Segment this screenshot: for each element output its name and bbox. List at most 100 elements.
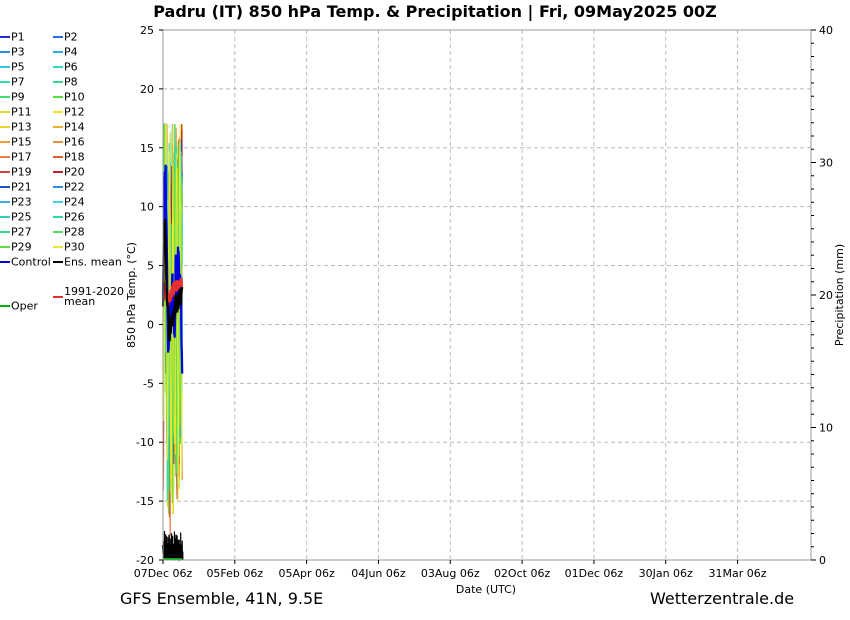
legend-item: P22 bbox=[53, 180, 85, 194]
legend-swatch bbox=[53, 231, 63, 233]
legend-label: Oper bbox=[11, 299, 38, 313]
legend-label: Ens. mean bbox=[64, 255, 122, 269]
legend-item: Ens. mean bbox=[53, 255, 122, 269]
legend-item: P25 bbox=[0, 210, 32, 224]
y2-tick-label: 30 bbox=[819, 157, 833, 170]
legend-label: P29 bbox=[11, 240, 32, 254]
legend-item: P8 bbox=[53, 75, 78, 89]
legend-swatch bbox=[0, 231, 10, 233]
legend-item: P6 bbox=[53, 60, 78, 74]
legend-swatch bbox=[53, 51, 63, 53]
legend-item: Control bbox=[0, 255, 51, 269]
legend-label: P13 bbox=[11, 120, 32, 134]
x-tick-label: 02Oct 06z bbox=[494, 567, 551, 580]
legend-swatch bbox=[0, 261, 10, 263]
plot-frame bbox=[162, 29, 812, 561]
series-line-control bbox=[161, 164, 184, 374]
legend-label: P22 bbox=[64, 180, 85, 194]
y-tick-label: 0 bbox=[147, 318, 154, 331]
legend-label: P14 bbox=[64, 120, 85, 134]
legend-swatch bbox=[53, 126, 63, 128]
legend-item: P14 bbox=[53, 120, 85, 134]
y2-tick-label: 20 bbox=[819, 289, 833, 302]
y-tick-label: 25 bbox=[140, 24, 154, 37]
legend-label: P16 bbox=[64, 135, 85, 149]
legend-swatch bbox=[53, 96, 63, 98]
legend-item: P28 bbox=[53, 225, 85, 239]
footer-model: GFS Ensemble, 41N, 9.5E bbox=[120, 589, 324, 608]
legend-item: P17 bbox=[0, 150, 32, 164]
legend-label: P15 bbox=[11, 135, 32, 149]
legend-label: P5 bbox=[11, 60, 25, 74]
legend-swatch bbox=[53, 111, 63, 113]
y-tick-label: -15 bbox=[136, 495, 154, 508]
legend-item: P3 bbox=[0, 45, 25, 59]
legend-item: P10 bbox=[53, 90, 85, 104]
legend-item: P13 bbox=[0, 120, 32, 134]
legend-swatch bbox=[0, 81, 10, 83]
y-tick-label: -5 bbox=[143, 377, 154, 390]
legend-item: P30 bbox=[53, 240, 85, 254]
legend-swatch bbox=[53, 36, 63, 38]
legend-swatch bbox=[53, 171, 63, 173]
legend-item: 1991-2020 mean bbox=[53, 286, 124, 307]
legend-swatch bbox=[0, 216, 10, 218]
legend-item: P19 bbox=[0, 165, 32, 179]
legend-item: P4 bbox=[53, 45, 78, 59]
x-tick-label: 30Jan 06z bbox=[639, 567, 693, 580]
legend-swatch bbox=[53, 156, 63, 158]
legend-label: P25 bbox=[11, 210, 32, 224]
series-line-ens-mean bbox=[161, 218, 184, 342]
y-tick-label: -10 bbox=[136, 436, 154, 449]
legend-label: P3 bbox=[11, 45, 25, 59]
legend-swatch bbox=[53, 66, 63, 68]
legend-item: Oper bbox=[0, 299, 38, 313]
legend-item: P9 bbox=[0, 90, 25, 104]
footer-site[interactable]: Wetterzentrale.de bbox=[650, 589, 795, 608]
y2-tick-label: 40 bbox=[819, 24, 833, 37]
y-tick-label: -20 bbox=[136, 554, 154, 567]
series-line-p30 bbox=[162, 123, 183, 502]
legend-item: P11 bbox=[0, 105, 32, 119]
legend-label: P28 bbox=[64, 225, 85, 239]
legend-swatch bbox=[0, 141, 10, 143]
y-tick-label: 20 bbox=[140, 83, 154, 96]
legend-item: P18 bbox=[53, 150, 85, 164]
legend-label: P10 bbox=[64, 90, 85, 104]
legend-label: P2 bbox=[64, 30, 78, 44]
legend-label: P4 bbox=[64, 45, 78, 59]
legend-item: P24 bbox=[53, 195, 85, 209]
legend-item: P15 bbox=[0, 135, 32, 149]
x-tick-label: 01Dec 06z bbox=[565, 567, 624, 580]
x-tick-label: 31Mar 06z bbox=[709, 567, 767, 580]
legend-swatch bbox=[0, 201, 10, 203]
series-line-precip-mean bbox=[161, 541, 184, 562]
y2-tick-label: 0 bbox=[819, 554, 826, 567]
legend-swatch bbox=[53, 141, 63, 143]
legend-label: P6 bbox=[64, 60, 78, 74]
legend-swatch bbox=[53, 216, 63, 218]
x-tick-label: 07Dec 06z bbox=[134, 567, 193, 580]
y2-tick-label: 10 bbox=[819, 422, 833, 435]
y-tick-label: 10 bbox=[140, 201, 154, 214]
x-tick-label: 05Apr 06z bbox=[278, 567, 335, 580]
legend-item: P20 bbox=[53, 165, 85, 179]
legend-label: P26 bbox=[64, 210, 85, 224]
legend-swatch bbox=[0, 171, 10, 173]
legend-swatch bbox=[53, 186, 63, 188]
legend-swatch bbox=[53, 296, 63, 298]
legend-swatch bbox=[0, 126, 10, 128]
legend-label: P12 bbox=[64, 105, 85, 119]
legend-item: P5 bbox=[0, 60, 25, 74]
legend-swatch bbox=[53, 81, 63, 83]
x-tick-label: 03Aug 06z bbox=[421, 567, 480, 580]
legend-label: P21 bbox=[11, 180, 32, 194]
legend-item: P12 bbox=[53, 105, 85, 119]
legend-swatch bbox=[0, 96, 10, 98]
legend-label: P18 bbox=[64, 150, 85, 164]
legend-swatch bbox=[0, 305, 10, 307]
legend-swatch bbox=[0, 36, 10, 38]
legend-label: P24 bbox=[64, 195, 85, 209]
legend-item: P1 bbox=[0, 30, 25, 44]
legend-label: P19 bbox=[11, 165, 32, 179]
